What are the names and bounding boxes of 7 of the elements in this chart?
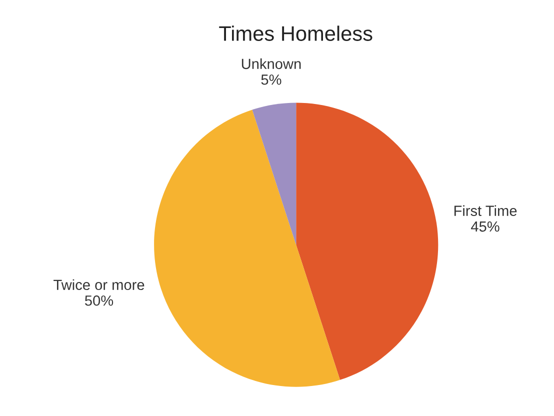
data-label: 50%	[84, 295, 114, 306]
slice-label: Unknown	[242, 58, 301, 70]
chart-title: Times Homeless	[219, 26, 372, 41]
slice-label: First Time	[454, 205, 517, 216]
data-label: 45%	[471, 221, 500, 232]
slice-label: Twice or more	[54, 279, 144, 290]
data-label: 5%	[261, 74, 282, 85]
